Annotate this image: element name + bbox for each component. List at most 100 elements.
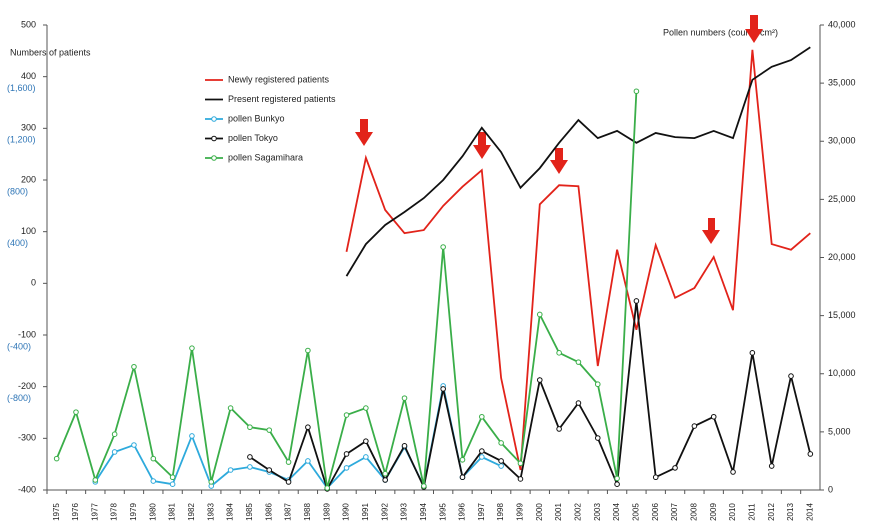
x-tick-label: 1998 — [496, 503, 505, 521]
secondary-y-label: (1,600) — [7, 83, 36, 93]
x-tick-label: 1983 — [206, 503, 215, 521]
series-marker — [150, 478, 157, 484]
series-marker — [459, 474, 466, 481]
x-tick-label: 2006 — [651, 503, 660, 521]
series-marker — [517, 476, 524, 482]
series-marker — [343, 412, 350, 418]
legend-label: pollen Bunkyo — [228, 113, 285, 123]
series-marker — [479, 448, 485, 454]
y-axis-title: Numbers of patients — [10, 47, 91, 57]
y-tick-label: 400 — [21, 71, 36, 81]
y2-tick-label: 20,000 — [828, 252, 856, 262]
series-marker — [266, 427, 273, 433]
series-marker — [363, 454, 369, 460]
series-marker — [498, 463, 504, 469]
y2-tick-label: 10,000 — [828, 368, 856, 378]
series-marker — [285, 479, 292, 485]
arrows — [355, 15, 763, 244]
x-tick-label: 1992 — [380, 503, 389, 521]
legend-label: Present registered patients — [228, 94, 336, 104]
series-marker — [614, 481, 620, 487]
series-marker — [305, 347, 311, 354]
series-marker — [633, 88, 640, 95]
x-tick-label: 1975 — [52, 503, 61, 521]
x-tick-label: 1989 — [322, 503, 331, 521]
y-tick-label: 100 — [21, 226, 36, 236]
x-tick-label: 2000 — [535, 503, 544, 521]
series-marker — [266, 467, 273, 473]
series-marker — [285, 459, 292, 465]
series-marker — [479, 454, 485, 460]
series-marker — [227, 405, 234, 411]
series-line — [345, 49, 811, 471]
arrow — [550, 148, 568, 174]
series-marker — [575, 359, 582, 365]
arrow — [702, 218, 720, 244]
x-tick-label: 1980 — [148, 503, 157, 521]
x-tick-label: 2004 — [612, 503, 621, 521]
arrow — [745, 15, 763, 43]
series-marker — [594, 381, 601, 388]
series-marker — [421, 483, 427, 489]
series-marker — [594, 435, 601, 441]
series-marker — [189, 345, 195, 351]
series-marker — [401, 395, 408, 401]
x-tick-label: 2001 — [554, 503, 563, 521]
x-tick-label: 2009 — [709, 503, 718, 521]
series-marker — [556, 350, 562, 356]
arrow — [473, 132, 491, 159]
series-marker — [227, 467, 234, 473]
x-tick-label: 1984 — [226, 503, 235, 521]
series-line — [55, 91, 638, 489]
y2-tick-label: 0 — [828, 484, 833, 494]
y-tick-label: -100 — [18, 329, 36, 339]
series-marker — [53, 455, 60, 462]
x-tick-label: 1995 — [438, 503, 447, 521]
x-tick-label: 2003 — [593, 503, 602, 521]
y-tick-label: 300 — [21, 123, 36, 133]
x-tick-label: 1982 — [187, 503, 196, 521]
secondary-y-label: (800) — [7, 186, 28, 196]
series-marker — [807, 451, 814, 457]
series-marker — [247, 464, 253, 470]
series-marker — [691, 423, 698, 429]
y-tick-label: -300 — [18, 433, 36, 443]
series-marker — [382, 477, 388, 483]
series-marker — [652, 474, 659, 481]
series-marker — [633, 298, 640, 304]
series-marker — [536, 377, 543, 383]
series-line — [345, 46, 811, 277]
series-marker — [189, 433, 195, 439]
legend-label: pollen Sagamihara — [228, 152, 303, 162]
y2-tick-label: 5,000 — [828, 426, 851, 436]
series-marker — [169, 474, 176, 481]
y-tick-label: 0 — [31, 278, 36, 288]
series-marker — [517, 460, 524, 467]
y2-tick-label: 30,000 — [828, 136, 856, 146]
series-marker — [614, 475, 620, 482]
legend-label: Newly registered patients — [228, 74, 330, 84]
series-marker — [343, 451, 350, 457]
series-marker — [710, 413, 717, 420]
series-marker — [363, 438, 369, 444]
series-marker — [788, 373, 794, 379]
series-marker — [247, 454, 253, 460]
x-tick-label: 1986 — [264, 503, 273, 521]
series-marker — [324, 485, 331, 491]
y-tick-label: -200 — [18, 381, 36, 391]
x-tick-label: 2012 — [767, 503, 776, 521]
x-tick-label: 1985 — [245, 503, 254, 521]
series-marker — [247, 424, 253, 431]
y2-tick-label: 25,000 — [828, 194, 856, 204]
x-tick-label: 1988 — [303, 503, 312, 521]
series-marker — [111, 449, 118, 455]
x-tick-label: 2007 — [670, 503, 679, 521]
secondary-y-label: (1,200) — [7, 135, 36, 145]
y-tick-label: 200 — [21, 174, 36, 184]
x-tick-label: 1990 — [342, 503, 351, 521]
y2-axis-title: Pollen numbers (counts/cm²) — [663, 27, 778, 37]
series-marker — [208, 479, 215, 485]
x-tick-label: 1999 — [516, 503, 525, 521]
series-marker — [111, 431, 118, 438]
